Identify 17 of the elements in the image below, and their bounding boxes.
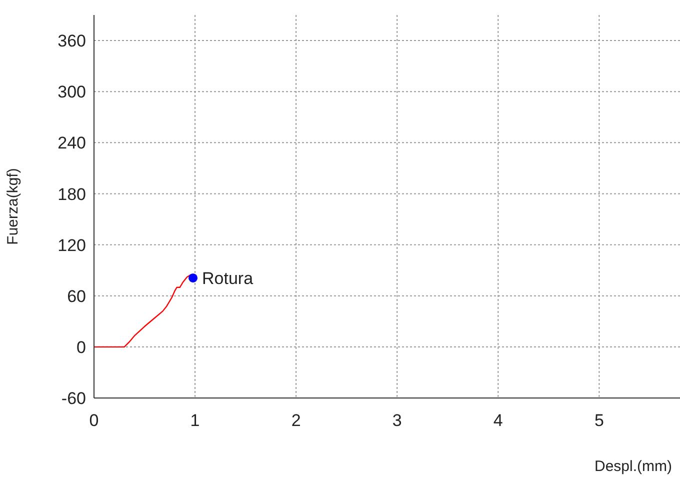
- x-tick-label: 5: [594, 411, 604, 430]
- y-tick-label: 360: [58, 32, 86, 51]
- annotation: Rotura: [202, 269, 254, 288]
- y-axis-title: Fuerza(kgf): [4, 168, 22, 245]
- y-tick-label: 180: [58, 184, 86, 204]
- y-tick-label: 60: [67, 286, 86, 306]
- y-tick-label: 0: [76, 338, 86, 357]
- x-tick-label: 0: [89, 411, 99, 430]
- x-tick-label: 2: [291, 411, 301, 430]
- x-tick-label: 1: [190, 411, 200, 430]
- x-tick-label: 3: [392, 411, 402, 430]
- x-tick-label: 4: [493, 411, 503, 430]
- y-tick-label: -60: [61, 389, 86, 408]
- y-tick-label: 300: [58, 82, 86, 102]
- y-tick-label: 240: [58, 134, 86, 153]
- y-tick-label: 120: [58, 236, 86, 255]
- x-axis-title: Despl.(mm): [594, 458, 672, 475]
